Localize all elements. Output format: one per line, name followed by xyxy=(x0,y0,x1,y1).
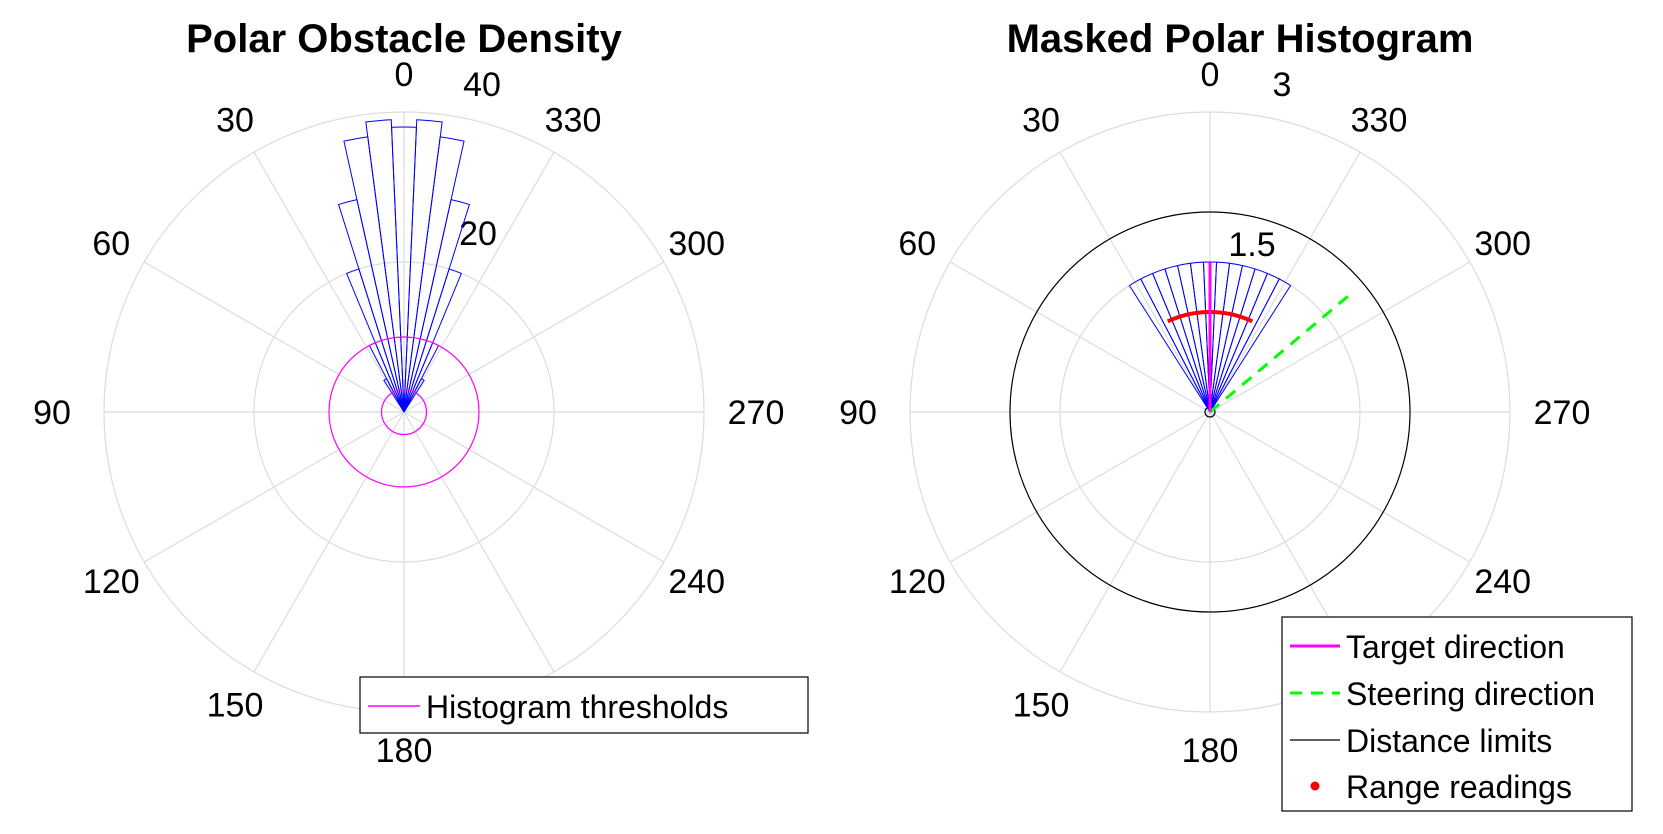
angle-tick-label: 30 xyxy=(1022,101,1060,139)
legend-entry: Steering direction xyxy=(1346,676,1595,712)
angle-tick-label: 330 xyxy=(545,101,602,139)
histogram-bin xyxy=(343,136,405,413)
angle-tick-label: 270 xyxy=(728,394,785,432)
legend-box xyxy=(1281,616,1633,812)
steering-direction xyxy=(1209,291,1353,414)
threshold-circle xyxy=(328,336,480,488)
histogram-bin xyxy=(403,119,443,413)
threshold-circle xyxy=(380,388,428,436)
angle-tick-label: 30 xyxy=(216,101,254,139)
masked-histogram-bins xyxy=(1128,261,1292,413)
polar-grid xyxy=(909,111,1511,713)
grid-spoke xyxy=(403,411,665,563)
masked-bin xyxy=(1128,278,1211,413)
angle-tick-label: 90 xyxy=(33,394,71,432)
histogram-bin xyxy=(345,268,405,413)
grid-spoke xyxy=(949,411,1211,563)
grid-spoke xyxy=(1209,411,1471,563)
angle-tick-labels: 0 30 60 90 120 150 180 240 270 300 330 xyxy=(839,56,1590,770)
legend-swatch-readings xyxy=(1310,781,1320,791)
chart-title: Polar Obstacle Density xyxy=(186,17,622,61)
angle-tick-label: 330 xyxy=(1351,101,1408,139)
legend-entry: Distance limits xyxy=(1346,723,1552,759)
grid-spoke xyxy=(949,261,1211,413)
histogram-bin xyxy=(383,378,405,413)
chart-title: Masked Polar Histogram xyxy=(1007,17,1474,61)
polar-grid xyxy=(103,111,705,713)
histogram-bin xyxy=(337,199,405,413)
histogram-thresholds xyxy=(328,336,480,488)
angle-tick-label: 180 xyxy=(376,732,433,770)
legend-box xyxy=(359,676,809,734)
grid-spoke xyxy=(1059,411,1211,673)
angle-tick-label: 0 xyxy=(395,56,414,94)
histogram-bin xyxy=(365,119,405,413)
legend: Target direction Steering direction Dist… xyxy=(1281,616,1633,812)
angle-tick-label: 240 xyxy=(1474,563,1531,601)
grid-spoke xyxy=(1209,261,1471,413)
radial-tick-label: 1.5 xyxy=(1228,226,1275,264)
angle-tick-label: 90 xyxy=(839,394,877,432)
radial-tick-labels: 20 40 xyxy=(459,66,501,253)
angle-tick-label: 240 xyxy=(668,563,725,601)
radial-tick-label: 20 xyxy=(459,215,497,253)
histogram-bin xyxy=(403,136,465,413)
histogram-bin xyxy=(403,268,463,413)
grid-spoke xyxy=(253,151,405,413)
legend-entry: Target direction xyxy=(1346,629,1565,665)
angle-tick-label: 60 xyxy=(898,225,936,263)
legend-entry: Histogram thresholds xyxy=(426,689,728,725)
grid-spoke xyxy=(143,261,405,413)
angle-tick-label: 270 xyxy=(1534,394,1591,432)
steering-direction-line xyxy=(1209,291,1353,414)
grid-spoke xyxy=(143,411,405,563)
polar-plot-masked-histogram: Masked Polar Histogram 1.5 3 0 30 60 90 … xyxy=(839,17,1633,812)
angle-tick-label: 120 xyxy=(83,563,140,601)
radial-tick-label: 40 xyxy=(463,66,501,104)
angle-tick-label: 180 xyxy=(1182,732,1239,770)
legend: Histogram thresholds xyxy=(359,676,809,734)
radial-tick-label: 3 xyxy=(1273,66,1292,104)
angle-tick-label: 0 xyxy=(1201,56,1220,94)
grid-spoke xyxy=(403,411,555,673)
polar-plot-obstacle-density: Polar Obstacle Density 20 40 0 30 60 90 … xyxy=(33,17,809,770)
angle-tick-label: 120 xyxy=(889,563,946,601)
distance-limit-circle xyxy=(1009,211,1411,613)
angle-tick-label: 300 xyxy=(668,225,725,263)
angle-tick-labels: 0 30 60 90 120 150 180 240 270 300 330 xyxy=(33,56,784,770)
grid-spoke xyxy=(253,411,405,673)
grid-spoke xyxy=(403,151,555,413)
grid-spoke xyxy=(403,261,665,413)
angle-tick-label: 150 xyxy=(1013,687,1070,725)
angle-tick-label: 150 xyxy=(207,687,264,725)
radial-tick-labels: 1.5 3 xyxy=(1228,66,1291,264)
angle-tick-label: 60 xyxy=(92,225,130,263)
masked-bin xyxy=(1209,272,1280,413)
angle-tick-label: 300 xyxy=(1474,225,1531,263)
masked-bin xyxy=(1209,268,1269,413)
legend-entry: Range readings xyxy=(1346,769,1572,805)
